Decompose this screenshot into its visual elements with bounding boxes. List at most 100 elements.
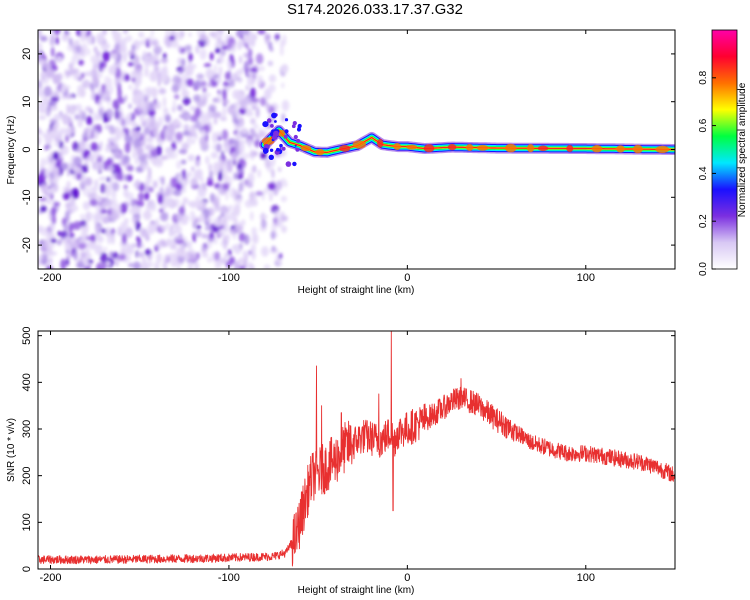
snr-y-tick-label: 200 [21,466,33,484]
snr-x-tick-label: -100 [218,572,240,584]
noise-speckle [134,157,139,165]
noise-speckle [97,88,102,96]
noise-speckle [239,40,245,48]
noise-speckle [135,80,140,90]
noise-speckle [148,35,152,47]
noise-speckle [247,56,253,66]
noise-speckle [264,157,271,169]
noise-speckle [196,73,205,80]
noise-speckle [46,230,52,242]
noise-speckle [212,143,217,151]
noise-speckle [95,32,104,44]
noise-speckle [190,211,195,216]
carrier-scatter [292,161,297,167]
noise-speckle [136,146,144,157]
noise-speckle [203,62,212,68]
noise-speckle [246,44,249,50]
noise-speckle [216,131,223,138]
noise-speckle [102,90,111,102]
noise-speckle [217,187,221,194]
noise-speckle [46,199,51,205]
noise-speckle [218,158,225,170]
noise-speckle [229,229,234,236]
noise-speckle [46,188,55,194]
noise-speckle [207,81,212,88]
noise-speckle [188,32,192,37]
noise-speckle [39,101,46,112]
noise-speckle [255,53,264,65]
noise-speckle [199,48,207,60]
noise-speckle [156,145,162,157]
noise-speckle [223,244,227,250]
noise-speckle [82,201,91,211]
noise-speckle [234,146,240,157]
noise-speckle [109,228,116,235]
noise-speckle [268,74,277,83]
noise-speckle [81,174,86,183]
carrier-scatter [284,118,289,122]
noise-speckle [141,261,148,267]
noise-speckle [152,127,158,136]
noise-speckle [251,150,259,157]
noise-speckle [52,166,61,177]
noise-speckle [42,133,50,138]
noise-speckle [205,110,214,118]
noise-speckle [56,55,63,62]
noise-speckle [215,31,223,40]
carrier-scatter [296,127,302,132]
noise-speckle [38,257,41,268]
noise-speckle [133,133,142,139]
noise-speckle [123,218,129,223]
noise-speckle [99,141,103,148]
noise-speckle [183,113,190,120]
noise-speckle [247,262,253,269]
noise-speckle [91,151,100,159]
noise-speckle [207,257,212,263]
noise-speckle [93,179,99,189]
noise-speckle [182,196,187,205]
noise-speckle [212,169,218,176]
noise-speckle [194,133,198,141]
noise-speckle [39,163,43,171]
noise-speckle [215,47,221,54]
noise-speckle [95,131,99,138]
noise-speckle [101,262,107,269]
noise-speckle [160,58,169,64]
carrier-scatter [263,121,269,127]
carrier-blob [377,138,384,148]
noise-speckle [189,200,197,209]
noise-speckle [82,79,91,89]
noise-speckle [102,30,107,36]
carrier-blob [476,144,489,151]
noise-speckle [64,242,71,251]
noise-speckle [128,262,134,268]
noise-speckle [177,57,183,66]
noise-speckle [102,50,111,62]
noise-speckle [247,182,254,189]
noise-speckle [177,104,183,111]
noise-speckle [119,172,123,182]
noise-speckle [122,154,130,164]
noise-speckle [38,135,42,146]
noise-speckle [250,166,256,173]
noise-speckle [234,189,238,201]
noise-speckle [250,211,254,221]
noise-speckle [83,137,87,143]
noise-speckle [257,169,262,178]
noise-speckle [267,60,274,67]
noise-speckle [65,93,73,100]
noise-speckle [218,66,223,77]
noise-speckle [124,141,131,154]
spectrogram-y-tick-label: -20 [21,237,33,253]
noise-speckle [95,51,102,57]
noise-speckle [81,72,85,79]
noise-speckle [66,251,72,260]
noise-speckle [81,164,89,174]
noise-speckle [233,172,238,180]
noise-speckle [271,222,277,233]
noise-speckle [271,169,275,179]
noise-speckle [112,99,119,110]
noise-speckle [38,30,42,40]
noise-speckle [123,30,129,35]
